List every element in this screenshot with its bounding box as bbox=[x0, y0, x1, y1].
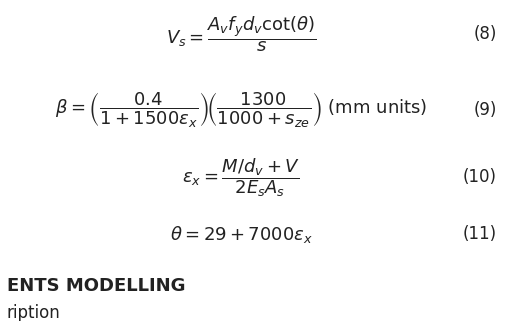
Text: $\varepsilon_x = \dfrac{M / d_v + V}{2E_s A_s}$: $\varepsilon_x = \dfrac{M / d_v + V}{2E_… bbox=[182, 156, 300, 199]
Text: ENTS MODELLING: ENTS MODELLING bbox=[7, 277, 185, 295]
Text: ription: ription bbox=[7, 304, 60, 321]
Text: (11): (11) bbox=[462, 225, 497, 243]
Text: (8): (8) bbox=[473, 25, 497, 43]
Text: $\beta = \left(\dfrac{0.4}{1+1500\varepsilon_x}\right)\!\left(\dfrac{1300}{1000+: $\beta = \left(\dfrac{0.4}{1+1500\vareps… bbox=[55, 90, 428, 129]
Text: $V_s = \dfrac{A_v f_y d_v \cot(\theta)}{s}$: $V_s = \dfrac{A_v f_y d_v \cot(\theta)}{… bbox=[166, 14, 316, 54]
Text: $\theta = 29 + 7000\varepsilon_x$: $\theta = 29 + 7000\varepsilon_x$ bbox=[170, 223, 313, 245]
Text: (10): (10) bbox=[463, 168, 497, 186]
Text: (9): (9) bbox=[473, 100, 497, 119]
